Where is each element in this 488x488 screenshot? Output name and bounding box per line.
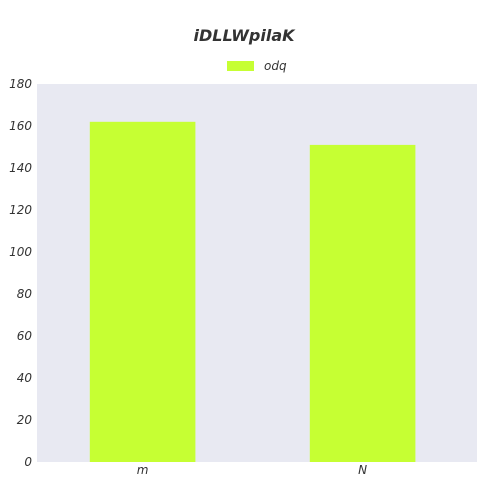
y-tick-label: 100 (9, 245, 32, 259)
y-tick-label: 140 (9, 161, 32, 175)
y-tick-label: 0 (24, 455, 32, 469)
y-tick-label: 160 (9, 119, 32, 133)
legend-label: odq (264, 59, 287, 73)
bar-N[interactable] (309, 144, 416, 462)
chart-title: iDLLWpilaK (193, 26, 295, 45)
legend-swatch (227, 61, 254, 71)
x-tick-label: m (137, 463, 149, 477)
y-tick-label: 20 (17, 413, 33, 427)
x-tick-label: N (358, 463, 367, 477)
y-tick-label: 80 (17, 287, 33, 301)
legend: odq (227, 58, 287, 74)
y-tick-label: 180 (9, 77, 32, 91)
y-tick-label: 120 (9, 203, 32, 217)
bar-m[interactable] (89, 121, 196, 463)
y-tick-label: 40 (17, 371, 33, 385)
y-tick-label: 60 (17, 329, 33, 343)
